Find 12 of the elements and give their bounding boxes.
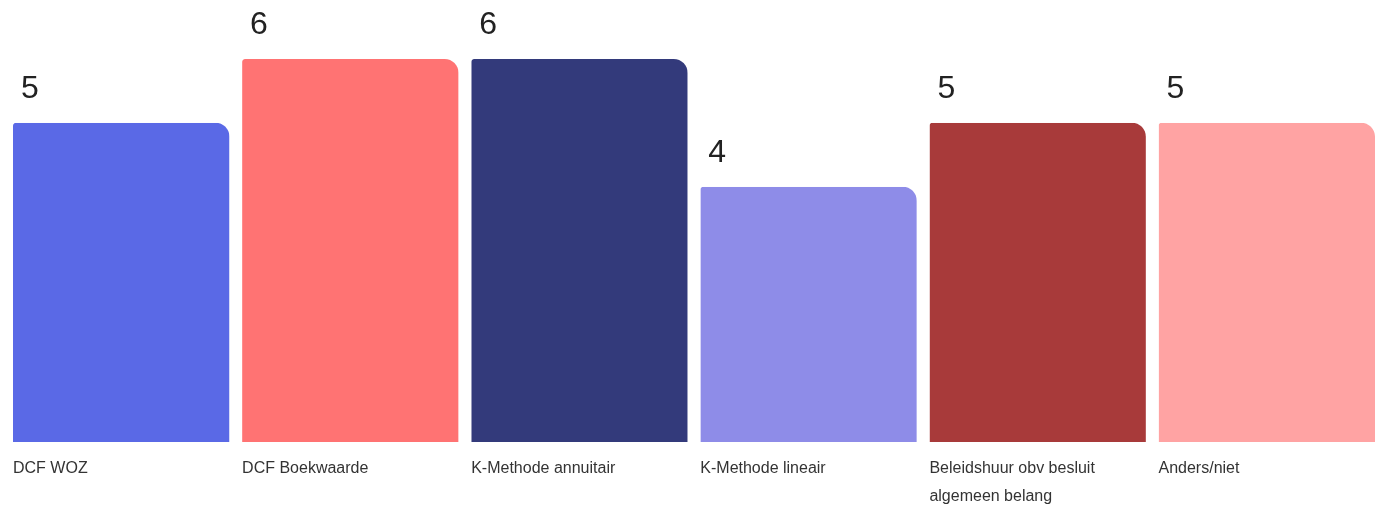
x-tick-label: K-Methode lineair [700, 459, 827, 476]
x-tick-label: DCF WOZ [13, 459, 88, 476]
data-label: 5 [937, 68, 956, 105]
x-tick-label: K-Methode annuitair [471, 459, 616, 476]
data-label: 5 [1166, 68, 1185, 105]
data-label: 6 [479, 5, 497, 41]
x-tick-label: Beleidshuur obv besluit algemeen belang [929, 459, 1096, 504]
data-label: 5 [21, 68, 39, 105]
x-tick-label: DCF Boekwaarde [242, 459, 369, 476]
data-label: 6 [250, 5, 268, 41]
data-label: 4 [708, 132, 727, 169]
x-tick-label: Anders/niet [1158, 459, 1240, 476]
